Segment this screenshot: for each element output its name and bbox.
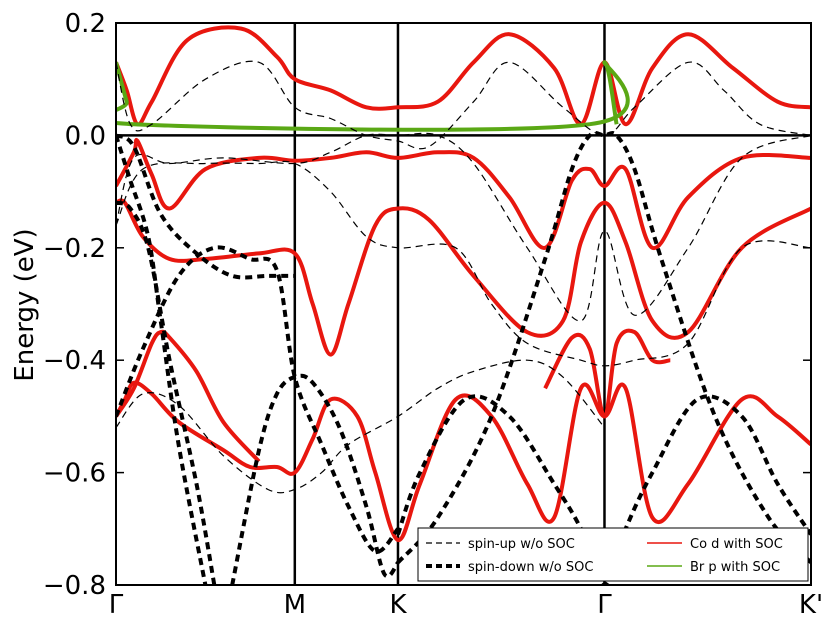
legend-label-spin-up: spin-up w/o SOC [468,537,575,552]
band-spin-up-w-o-soc-0 [116,60,811,150]
band-co-d-with-soc-0 [116,25,811,127]
y-tick-label: −0.2 [43,234,106,264]
x-axis-ticks: Γ M K Γ K' [109,590,823,619]
band-series [116,25,811,585]
y-tick-label: −0.4 [43,346,106,376]
y-tick-label: 0.2 [65,9,106,39]
band-spin-up-w-o-soc-1 [116,132,811,322]
x-tick-label: K' [799,590,823,619]
legend-label-br-p: Br p with SOC [690,560,780,575]
band-spin-down-w-o-soc-2 [116,200,217,585]
plot-frame [115,22,812,586]
band-spin-down-w-o-soc-6 [396,130,811,564]
band-spin-down-w-o-soc-4 [230,373,400,585]
legend-label-spin-down: spin-down w/o SOC [468,560,593,575]
band-spin-up-w-o-soc-3 [116,359,605,494]
y-tick-label: 0.0 [65,121,106,151]
legend-label-co-d: Co d with SOC [690,537,783,552]
legend: spin-up w/o SOC spin-down w/o SOC Co d w… [417,527,809,582]
band-spin-up-w-o-soc-2 [116,160,811,367]
band-spin-down-w-o-soc-0 [116,133,295,280]
x-tick-label: Γ [597,590,612,619]
k-point-lines [293,23,606,585]
y-tick-label: −0.8 [43,571,106,601]
band-co-d-with-soc-1 [116,138,811,250]
y-axis-title: Energy (eV) [10,228,40,381]
band-co-d-with-soc-5 [543,328,671,419]
x-tick-label: K [389,590,407,619]
y-axis-ticks: 0.2 0.0 −0.2 −0.4 −0.6 −0.8 [43,9,811,601]
band-spin-down-w-o-soc-3 [116,245,400,554]
x-tick-label: M [284,590,306,619]
band-br-p-with-soc-0 [116,60,630,132]
legend-box [417,527,809,582]
x-tick-label: Γ [109,590,124,619]
y-tick-label: −0.6 [43,459,106,489]
